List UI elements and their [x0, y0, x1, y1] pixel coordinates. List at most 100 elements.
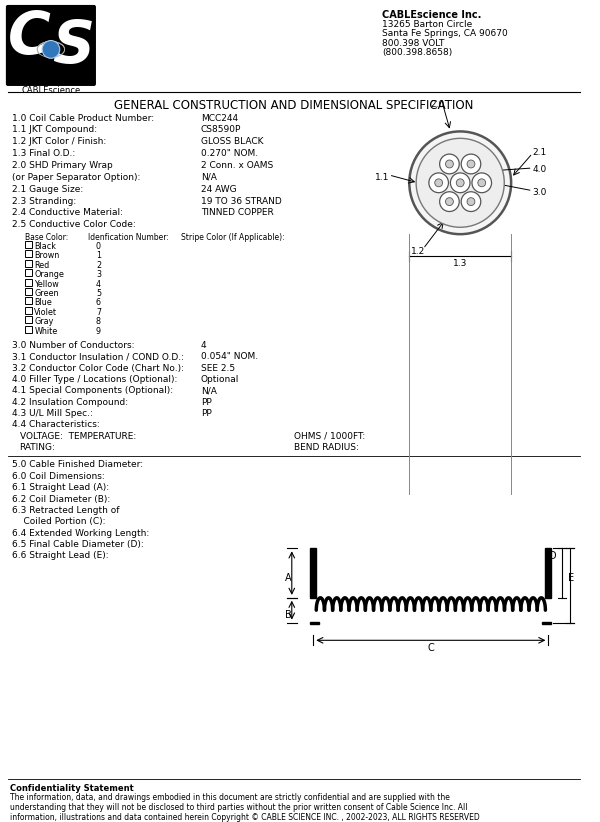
Text: 6.1 Straight Lead (A):: 6.1 Straight Lead (A): [12, 483, 109, 492]
Text: 1.2 JKT Color / Finish:: 1.2 JKT Color / Finish: [12, 137, 106, 146]
Text: 4.3 U/L Mill Spec.:: 4.3 U/L Mill Spec.: [12, 409, 92, 418]
Polygon shape [545, 548, 551, 598]
Text: 1.0 Coil Cable Product Number:: 1.0 Coil Cable Product Number: [12, 113, 154, 122]
Text: D: D [548, 552, 556, 561]
Text: 3.2 Conductor Color Code (Chart No.):: 3.2 Conductor Color Code (Chart No.): [12, 363, 184, 372]
Text: N/A: N/A [201, 173, 217, 182]
Text: GENERAL CONSTRUCTION AND DIMENSIONAL SPECIFICATION: GENERAL CONSTRUCTION AND DIMENSIONAL SPE… [114, 99, 473, 112]
Bar [25, 241, 32, 248]
Circle shape [440, 192, 459, 211]
Circle shape [42, 40, 60, 58]
Circle shape [461, 154, 481, 174]
Text: E: E [568, 573, 574, 583]
Circle shape [409, 132, 511, 234]
Text: 1.3 Final O.D.:: 1.3 Final O.D.: [12, 150, 75, 158]
Circle shape [429, 173, 448, 192]
Text: GLOSS BLACK: GLOSS BLACK [201, 137, 263, 146]
Text: Yellow: Yellow [34, 279, 59, 289]
Bar [25, 316, 32, 323]
Text: The information, data, and drawings embodied in this document are strictly confi: The information, data, and drawings embo… [10, 793, 449, 802]
Text: 2.1 Gauge Size:: 2.1 Gauge Size: [12, 185, 83, 194]
Text: Orange: Orange [34, 270, 64, 279]
Circle shape [435, 179, 443, 187]
Text: 2 Conn. x OAMS: 2 Conn. x OAMS [201, 161, 273, 170]
Text: Coiled Portion (C):: Coiled Portion (C): [12, 517, 105, 526]
Circle shape [478, 179, 485, 187]
Bar [25, 260, 32, 267]
Text: VOLTAGE:  TEMPERATURE:: VOLTAGE: TEMPERATURE: [20, 432, 136, 441]
Text: CABLEscience: CABLEscience [21, 86, 80, 95]
Polygon shape [310, 621, 319, 624]
Text: 1.1 JKT Compound:: 1.1 JKT Compound: [12, 126, 97, 135]
Text: 2.0 SHD Primary Wrap: 2.0 SHD Primary Wrap [12, 161, 113, 170]
Text: 2.5 Conductive Color Code:: 2.5 Conductive Color Code: [12, 220, 136, 229]
Text: 1.3: 1.3 [453, 259, 467, 268]
Text: 4.1 Special Components (Optional):: 4.1 Special Components (Optional): [12, 386, 173, 395]
Text: (800.398.8658): (800.398.8658) [382, 48, 452, 57]
Text: 4: 4 [201, 341, 206, 350]
Text: 6.2 Coil Diameter (B):: 6.2 Coil Diameter (B): [12, 495, 110, 504]
Text: 800.398 VOLT: 800.398 VOLT [382, 39, 444, 48]
Text: 2.3 Stranding:: 2.3 Stranding: [12, 196, 76, 206]
Text: 0: 0 [96, 242, 101, 251]
Text: 6.5 Final Cable Diameter (D):: 6.5 Final Cable Diameter (D): [12, 540, 143, 549]
Text: Idenfication Number:: Idenfication Number: [88, 233, 169, 242]
Text: 2.4 Conductive Material:: 2.4 Conductive Material: [12, 209, 123, 218]
Text: C: C [8, 9, 51, 66]
Text: Base Color:: Base Color: [25, 233, 69, 242]
Circle shape [467, 197, 475, 206]
Text: 1: 1 [96, 252, 101, 261]
Text: 2.1: 2.1 [533, 148, 547, 157]
Text: 2.0: 2.0 [431, 99, 445, 109]
Bar [25, 298, 32, 304]
FancyBboxPatch shape [6, 5, 96, 86]
Text: White: White [34, 326, 58, 335]
Text: TINNED COPPER: TINNED COPPER [201, 209, 274, 218]
Text: Brown: Brown [34, 252, 59, 261]
Circle shape [472, 173, 491, 192]
Text: Blue: Blue [34, 298, 52, 307]
Text: 4: 4 [96, 279, 101, 289]
Text: MCC244: MCC244 [201, 113, 238, 122]
Text: Optional: Optional [201, 375, 239, 384]
Circle shape [461, 192, 481, 211]
Text: 5: 5 [96, 289, 101, 298]
Text: understanding that they will not be disclosed to third parties without the prior: understanding that they will not be disc… [10, 803, 467, 812]
Text: SEE 2.5: SEE 2.5 [201, 363, 235, 372]
Circle shape [456, 179, 464, 187]
Circle shape [446, 160, 454, 168]
Text: Stripe Color (If Applicable):: Stripe Color (If Applicable): [181, 233, 285, 242]
Text: RATING:: RATING: [20, 443, 55, 451]
Bar [25, 279, 32, 285]
Text: 3: 3 [96, 270, 101, 279]
Text: 2: 2 [96, 261, 101, 270]
Text: 1.2: 1.2 [411, 247, 425, 256]
Text: Black: Black [34, 242, 56, 251]
Text: PP: PP [201, 398, 211, 407]
Bar [25, 270, 32, 276]
Circle shape [467, 160, 475, 168]
Bar [25, 288, 32, 295]
Polygon shape [542, 621, 551, 624]
Text: CABLEscience Inc.: CABLEscience Inc. [382, 10, 481, 20]
Text: Violet: Violet [34, 307, 57, 316]
Text: 9: 9 [96, 326, 101, 335]
Text: 13265 Barton Circle: 13265 Barton Circle [382, 20, 472, 29]
Text: OHMS / 1000FT:: OHMS / 1000FT: [294, 432, 365, 441]
Text: 4.0: 4.0 [533, 165, 547, 174]
Text: Red: Red [34, 261, 50, 270]
Text: BEND RADIUS:: BEND RADIUS: [294, 443, 359, 451]
Text: A: A [284, 573, 291, 583]
Circle shape [416, 138, 504, 227]
Bar [25, 326, 32, 333]
Text: 0.054" NOM.: 0.054" NOM. [201, 353, 258, 361]
Text: (or Paper Separator Option):: (or Paper Separator Option): [12, 173, 140, 182]
Text: N/A: N/A [201, 386, 217, 395]
Circle shape [451, 173, 470, 192]
Text: 6.6 Straight Lead (E):: 6.6 Straight Lead (E): [12, 552, 109, 561]
Text: 3.0: 3.0 [533, 187, 547, 196]
Text: 6.3 Retracted Length of: 6.3 Retracted Length of [12, 506, 119, 515]
Text: 1.1: 1.1 [375, 173, 389, 182]
Text: 3.1 Conductor Insulation / COND O.D.:: 3.1 Conductor Insulation / COND O.D.: [12, 353, 184, 361]
Bar [25, 251, 32, 257]
